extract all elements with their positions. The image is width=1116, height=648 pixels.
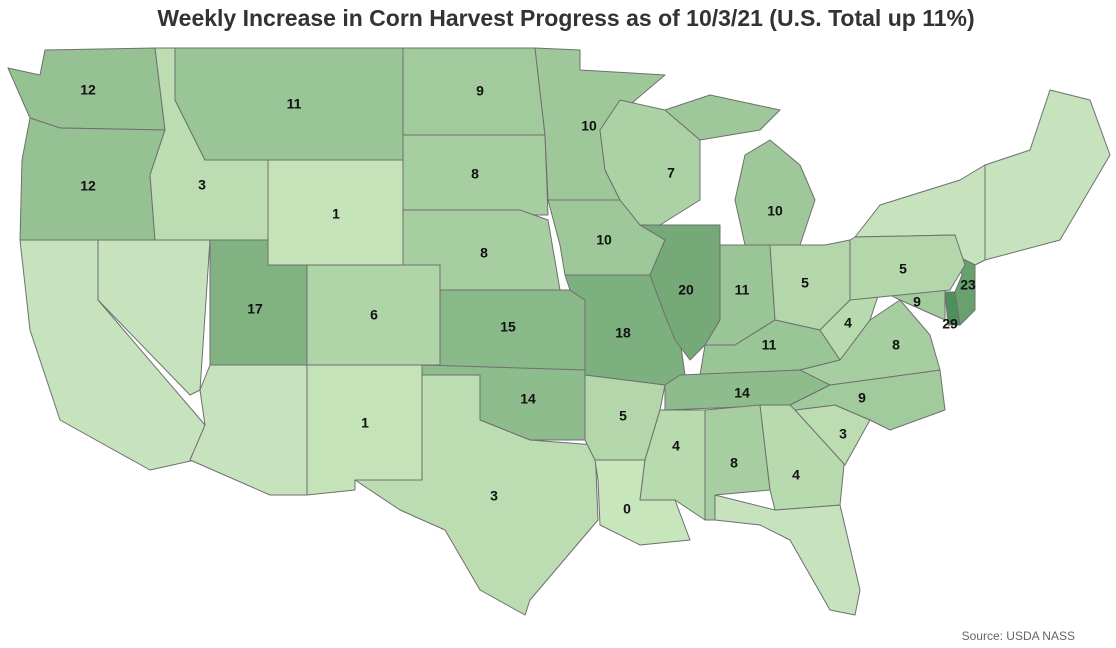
value-label: 3: [198, 177, 206, 193]
value-label: 20: [678, 282, 694, 298]
value-label: 14: [520, 391, 536, 407]
state: [849, 234, 966, 301]
value-label: 4: [672, 438, 680, 454]
state: [664, 94, 816, 246]
value-label: 10: [596, 232, 612, 248]
value-label: 8: [480, 245, 488, 261]
value-label: 8: [892, 337, 900, 353]
value-label: 5: [801, 275, 809, 291]
state: [599, 99, 701, 226]
value-label: 12: [80, 82, 96, 98]
state-shape: [714, 494, 861, 616]
state-shape: [189, 364, 308, 496]
value-label: 3: [839, 426, 847, 442]
value-label: 10: [767, 203, 783, 219]
state: [209, 239, 308, 366]
value-label: 14: [734, 385, 750, 401]
data-states: [7, 47, 976, 616]
value-label: 11: [735, 282, 750, 298]
value-label: 0: [623, 501, 631, 517]
value-label: 4: [844, 315, 852, 331]
value-label: 3: [490, 488, 498, 504]
value-label: 23: [960, 277, 976, 293]
value-label: 17: [247, 301, 263, 317]
value-label: 6: [370, 307, 378, 323]
state: [306, 364, 423, 496]
value-label: 12: [80, 178, 96, 194]
value-label: 9: [858, 390, 866, 406]
value-label: 8: [471, 166, 479, 182]
value-label: 5: [619, 408, 627, 424]
source-note: Source: USDA NASS: [962, 629, 1075, 643]
value-label: 29: [942, 316, 958, 332]
value-label: 11: [762, 337, 777, 353]
value-label: 1: [332, 206, 340, 222]
value-label: 15: [500, 319, 516, 335]
state: [954, 254, 976, 326]
value-label: 8: [730, 455, 738, 471]
value-label: 10: [581, 118, 597, 134]
value-label: 11: [287, 96, 302, 112]
value-label: 7: [667, 165, 675, 181]
state: [402, 47, 546, 136]
state-shape: [984, 89, 1111, 261]
no-data-states: [19, 89, 1111, 616]
state: [819, 289, 881, 361]
value-label: 18: [615, 325, 631, 341]
state: [354, 374, 599, 616]
value-label: 5: [899, 261, 907, 277]
value-label: 9: [913, 294, 921, 310]
map-title: Weekly Increase in Corn Harvest Progress…: [157, 5, 974, 31]
value-label: 1: [361, 415, 369, 431]
value-label: 9: [476, 83, 484, 99]
value-label: 4: [792, 467, 800, 483]
